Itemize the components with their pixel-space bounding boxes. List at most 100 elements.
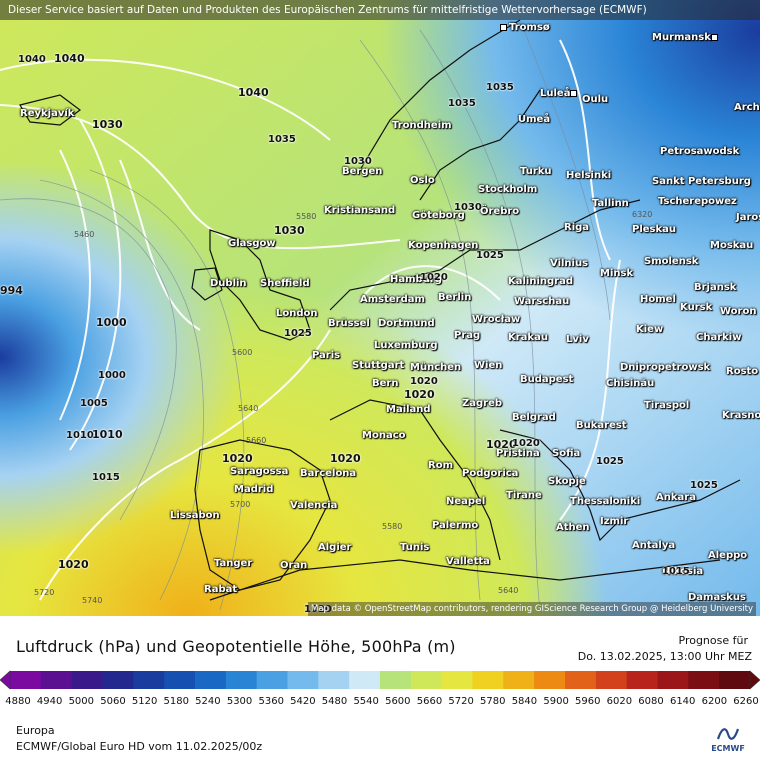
city-label: Athen [556, 522, 590, 533]
color-scale-tick-label: 6260 [733, 696, 759, 707]
city-label: Belgrad [512, 412, 556, 423]
color-scale-segment [256, 671, 288, 689]
pressure-label: 1040 [54, 52, 85, 65]
color-scale-segment [565, 671, 597, 689]
city-label: Warschau [514, 296, 570, 307]
pressure-label: 1025 [284, 328, 312, 339]
pressure-label: 1040 [238, 86, 269, 99]
weather-map[interactable]: Dieser Service basiert auf Daten und Pro… [0, 0, 760, 616]
color-scale-segment [534, 671, 566, 689]
city-label: Sankt Petersburg [652, 176, 751, 187]
color-scale-segment [71, 671, 103, 689]
pressure-label: 1030 [92, 118, 123, 131]
city-label: Monaco [362, 430, 406, 441]
city-label: Ankara [656, 492, 696, 503]
city-label: Dnipropetrowsk [620, 362, 711, 373]
pressure-label: 1020 [304, 604, 332, 615]
pressure-label: 1000 [98, 370, 126, 381]
city-label: Pristina [496, 448, 540, 459]
geopotential-label: 5460 [74, 230, 95, 239]
city-label: Valencia [290, 500, 338, 511]
color-scale-tick-label: 5780 [480, 696, 506, 707]
map-canvas [0, 0, 760, 616]
color-scale-tick-label: 4940 [36, 696, 63, 707]
city-label: Krakau [508, 332, 548, 343]
city-label: Wrocław [472, 314, 521, 325]
color-scale-segment [287, 671, 319, 689]
pressure-label: 1040 [18, 54, 46, 65]
color-scale-tick-label: 5900 [543, 696, 569, 707]
color-scale-segment [133, 671, 165, 689]
city-label: Saragossa [230, 466, 289, 477]
pressure-label: 1020 [486, 438, 517, 451]
city-label: Barcelona [300, 468, 357, 479]
color-scale-tick-label: 5480 [321, 696, 348, 707]
color-scale-tick-label: 5180 [163, 696, 189, 707]
pressure-label: 1000 [96, 316, 127, 329]
city-label: Charkiw [696, 332, 742, 343]
city-label: Umeå [518, 114, 551, 125]
city-label: Tallinn [592, 198, 629, 209]
city-label: Algier [318, 542, 352, 553]
data-source-banner: Dieser Service basiert auf Daten und Pro… [0, 0, 760, 20]
pressure-label: 1030 [344, 156, 372, 167]
region-label: Europa [16, 724, 55, 737]
city-label: Petrosawodsk [660, 146, 740, 157]
city-label: Helsinki [566, 170, 612, 181]
city-label: Tunis [400, 542, 430, 553]
pressure-label: 1020 [222, 452, 253, 465]
color-scale-segment [626, 671, 658, 689]
city-label: Rosto [726, 366, 759, 377]
city-label: Dortmund [378, 318, 435, 329]
geopotential-label: 5600 [232, 348, 253, 357]
color-scale-segment [380, 671, 412, 689]
city-label: Tscherepowez [658, 196, 737, 207]
color-scale-segment [195, 671, 227, 689]
city-label: Pleskau [632, 224, 677, 235]
color-scale-tick-label: 5720 [448, 696, 474, 707]
color-scale-tick-label: 5660 [416, 696, 443, 707]
map-attribution: Map data © OpenStreetMap contributors, r… [308, 602, 756, 616]
city-label: Trondheim [392, 120, 452, 131]
color-scale-tick-label: 6140 [669, 696, 696, 707]
scale-right-arrow-icon [749, 670, 760, 690]
city-label: Antalya [632, 540, 676, 551]
city-label: Bukarest [576, 420, 627, 431]
city-label: Sofia [552, 448, 581, 459]
city-label: Vilnius [550, 258, 589, 269]
pressure-label: 1020 [420, 272, 448, 283]
city-label: Podgorica [462, 468, 519, 479]
pressure-label: 1020 [512, 438, 540, 449]
city-label: Moskau [710, 240, 754, 251]
color-scale-segment [503, 671, 535, 689]
city-label: Luxemburg [374, 340, 438, 351]
pressure-label: 1030 [274, 224, 305, 237]
pressure-label: 1030 [454, 202, 482, 213]
pressure-label: 1020 [404, 388, 435, 401]
city-label: Kursk [680, 302, 713, 313]
color-scale-tick-label: 5240 [195, 696, 221, 707]
city-label: Wien [474, 360, 503, 371]
city-label: Skopje [548, 476, 586, 487]
color-scale-segment [719, 671, 751, 689]
city-label: Kiew [636, 324, 664, 335]
color-scale-segment [441, 671, 473, 689]
city-label: Budapest [520, 374, 574, 385]
color-scale-segment [595, 671, 628, 689]
color-scale-tick-label: 5300 [226, 696, 253, 707]
color-scale-bar [0, 670, 760, 690]
city-label: Stuttgart [352, 360, 405, 371]
color-scale-segment [349, 671, 381, 689]
geopotential-label: 5720 [34, 588, 55, 597]
city-label: Reykjavík [20, 108, 75, 119]
pressure-label: 1010 [92, 428, 123, 441]
city-label: Palermo [432, 520, 479, 531]
city-label: Riga [564, 222, 590, 233]
color-scale-tick-label: 5360 [258, 696, 284, 707]
city-label: Izmir [600, 516, 629, 527]
city-dot-icon [710, 33, 718, 41]
pressure-label: 994 [0, 284, 23, 297]
pressure-label: 1035 [448, 98, 476, 109]
city-label: Lviv [566, 334, 589, 345]
scale-left-arrow-icon [0, 670, 11, 690]
